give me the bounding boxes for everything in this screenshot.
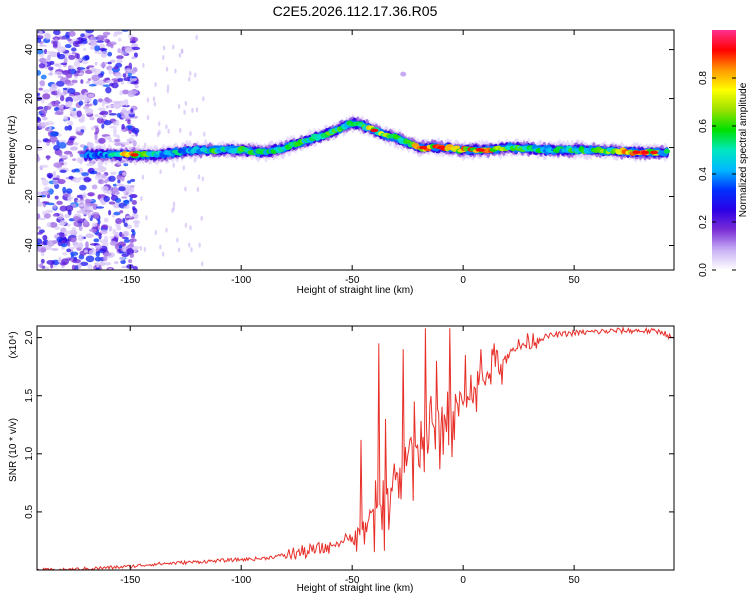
- spectrogram-x-tick-label: 0: [460, 275, 466, 286]
- spectral-ridge: [83, 114, 671, 166]
- snr-y-tick-label: 2.0: [24, 330, 35, 344]
- snr-panel: -150 -100 -50 0 50 0.5 1.0 1.5 2.0 (x10⁴) SNR (…: [8, 325, 675, 594]
- spectrogram-ylabel: Frequency (Hz): [7, 116, 18, 185]
- colorbar-gradient: [712, 30, 736, 270]
- noise-region: [37, 30, 407, 270]
- snr-y-tick-label: 1.0: [24, 446, 35, 460]
- snr-x-tick-label: -100: [231, 575, 251, 586]
- colorbar: 0.0 0.2 0.4 0.6 0.8 Normalized spectral ampl…: [698, 30, 749, 277]
- spectrogram-x-tick-label: -50: [345, 275, 360, 286]
- snr-series-line: [37, 326, 674, 570]
- colorbar-label: Normalized spectral amplitude: [738, 82, 749, 217]
- spectrogram-y-tick-label: -20: [24, 189, 35, 204]
- colorbar-tick-label: 0.8: [698, 71, 709, 85]
- snr-x-ticks: -150 -100 -50 0 50: [120, 326, 580, 586]
- colorbar-tick-label: 0.2: [698, 215, 709, 229]
- spectrogram-y-tick-label: 40: [24, 44, 35, 56]
- colorbar-tick-label: 0.0: [698, 263, 709, 277]
- spectrogram-y-tick-label: 20: [24, 93, 35, 105]
- spectrogram-x-tick-label: -100: [231, 275, 251, 286]
- spectrogram-y-tick-label: 0: [24, 144, 35, 150]
- colorbar-tick-label: 0.6: [698, 119, 709, 133]
- spectrogram-panel: -150 -100 -50 0 50 -40 -20 0 20 40 Height of str…: [7, 29, 675, 296]
- snr-y-tick-label: 1.5: [24, 388, 35, 402]
- colorbar-ticks: 0.0 0.2 0.4 0.6 0.8: [698, 71, 736, 277]
- snr-multiplier: (x10⁴): [8, 331, 19, 358]
- spectrogram-x-ticks: -150 -100 -50 0 50: [120, 30, 580, 286]
- spectrogram-xlabel: Height of straight line (km): [297, 285, 414, 296]
- figure-title: C2E5.2026.112.17.36.R05: [273, 3, 438, 19]
- spectrogram-x-tick-label: 50: [569, 275, 581, 286]
- snr-y-tick-label: 0.5: [24, 505, 35, 519]
- snr-frame: [37, 326, 674, 570]
- snr-xlabel: Height of straight line (km): [297, 583, 414, 594]
- spectrogram-y-ticks: -40 -20 0 20 40: [24, 44, 674, 253]
- spectrogram-x-tick-label: -150: [120, 275, 140, 286]
- snr-x-tick-label: -50: [345, 575, 360, 586]
- snr-ylabel: SNR (10 * v/v): [8, 418, 19, 482]
- spectrogram-y-tick-label: -40: [24, 238, 35, 253]
- snr-x-tick-label: -150: [120, 575, 140, 586]
- snr-y-ticks: 0.5 1.0 1.5 2.0: [24, 330, 674, 519]
- colorbar-tick-label: 0.4: [698, 167, 709, 181]
- snr-x-tick-label: 0: [460, 575, 466, 586]
- snr-x-tick-label: 50: [569, 575, 581, 586]
